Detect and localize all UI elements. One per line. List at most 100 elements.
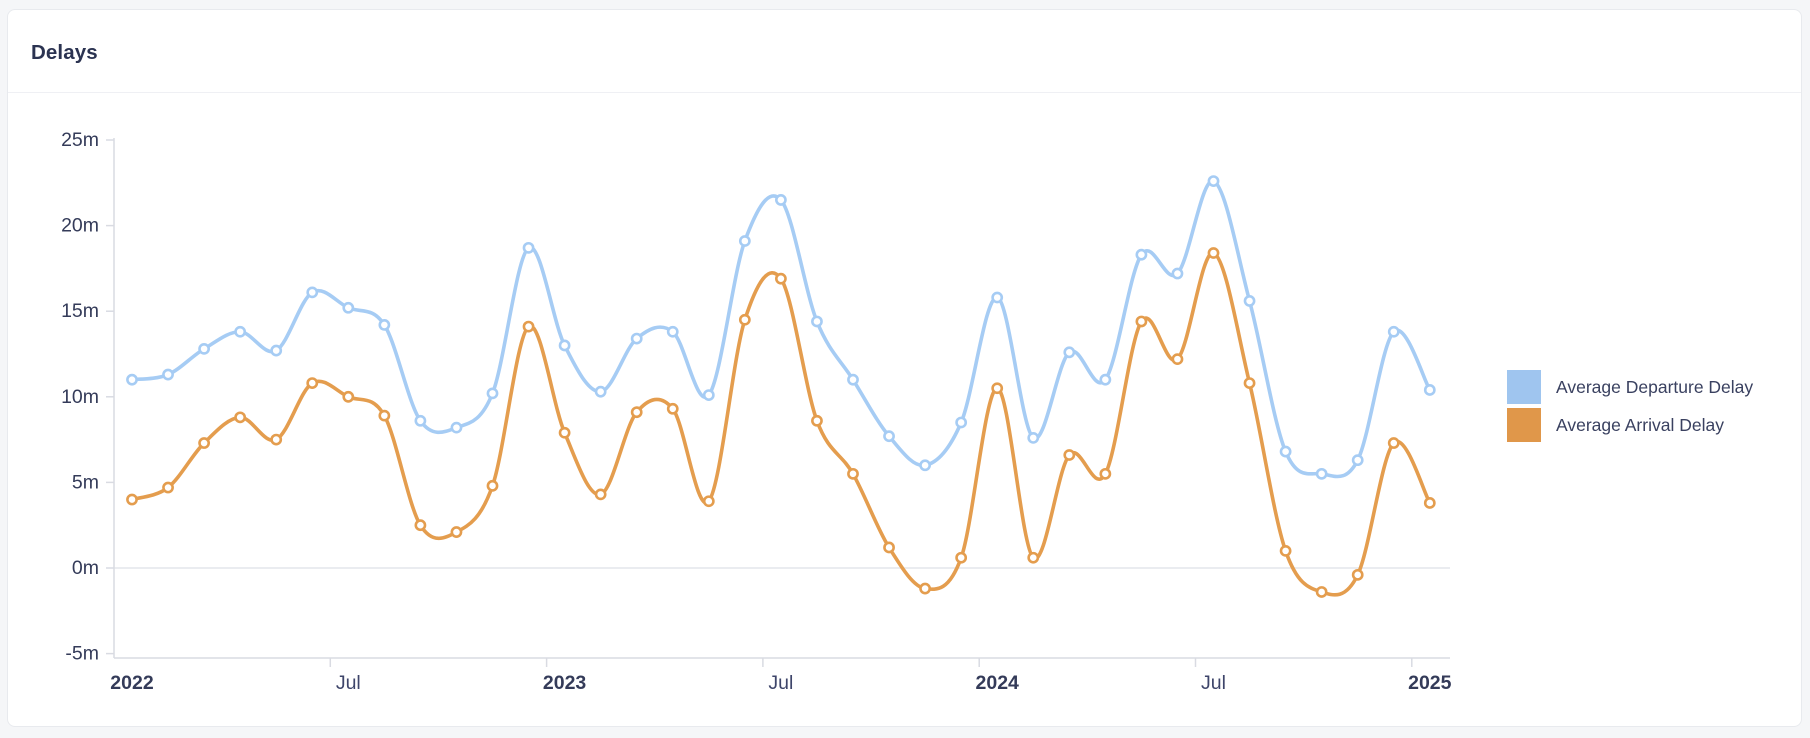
card-header: Delays — [8, 10, 1801, 93]
data-point-marker[interactable] — [126, 493, 138, 506]
y-axis-label: 20m — [61, 215, 99, 237]
data-point-marker[interactable] — [270, 433, 283, 446]
data-point-marker[interactable] — [1135, 315, 1148, 328]
data-point-marker[interactable] — [414, 519, 427, 532]
y-axis: 25m 20m 15m 10m 5m 0m -5m — [61, 129, 115, 665]
series-average-departure-delay — [126, 175, 1436, 480]
data-point-marker[interactable] — [162, 368, 174, 381]
data-point-marker[interactable] — [234, 411, 247, 424]
data-point-marker[interactable] — [1063, 449, 1076, 461]
data-point-marker[interactable] — [738, 235, 751, 247]
data-point-marker[interactable] — [1099, 467, 1112, 480]
data-point-marker[interactable] — [1027, 431, 1040, 444]
x-axis-label: 2025 — [1408, 672, 1452, 694]
y-axis-label: 0m — [72, 557, 99, 579]
y-axis-label: 25m — [61, 129, 99, 151]
data-point-marker[interactable] — [1279, 544, 1292, 557]
data-point-marker[interactable] — [775, 194, 787, 206]
data-point-marker[interactable] — [126, 373, 138, 386]
data-point-marker[interactable] — [1279, 445, 1292, 458]
y-axis-label: 5m — [72, 471, 99, 493]
y-axis-label: 10m — [61, 386, 99, 408]
data-point-marker[interactable] — [522, 241, 535, 254]
data-point-marker[interactable] — [666, 325, 679, 338]
data-point-marker[interactable] — [1171, 353, 1184, 366]
series-line-average-arrival-delay[interactable] — [130, 251, 1432, 597]
data-point-marker[interactable] — [630, 406, 643, 419]
data-point-marker[interactable] — [306, 377, 319, 390]
series-line-average-departure-delay[interactable] — [130, 179, 1432, 479]
y-axis-label: 15m — [61, 300, 99, 322]
data-point-marker[interactable] — [270, 344, 283, 357]
data-point-marker[interactable] — [522, 320, 535, 333]
series-average-arrival-delay — [126, 247, 1436, 598]
data-point-marker[interactable] — [1243, 377, 1256, 390]
data-point-marker[interactable] — [306, 286, 319, 299]
data-point-marker[interactable] — [1099, 373, 1112, 386]
data-point-marker[interactable] — [162, 481, 174, 494]
data-point-marker[interactable] — [991, 382, 1004, 395]
legend-item-average-arrival-delay[interactable]: Average Arrival Delay — [1507, 408, 1753, 442]
y-axis-label: -5m — [65, 643, 99, 665]
data-point-marker[interactable] — [811, 414, 823, 427]
data-point-marker[interactable] — [1315, 586, 1328, 598]
data-point-marker[interactable] — [1387, 325, 1400, 338]
data-point-marker[interactable] — [847, 373, 859, 386]
data-point-marker[interactable] — [486, 387, 499, 400]
data-point-marker[interactable] — [378, 409, 391, 422]
legend-label: Average Arrival Delay — [1556, 414, 1724, 435]
data-point-marker[interactable] — [811, 315, 823, 328]
data-point-marker[interactable] — [955, 416, 968, 429]
data-point-marker[interactable] — [702, 495, 715, 508]
data-point-marker[interactable] — [1027, 551, 1040, 564]
data-point-marker[interactable] — [450, 526, 463, 538]
data-point-marker[interactable] — [1063, 346, 1076, 359]
data-point-marker[interactable] — [594, 488, 607, 501]
data-point-marker[interactable] — [594, 385, 607, 398]
legend-item-average-departure-delay[interactable]: Average Departure Delay — [1507, 370, 1753, 404]
data-point-marker[interactable] — [1423, 384, 1436, 396]
data-point-marker[interactable] — [775, 272, 787, 285]
data-point-marker[interactable] — [1171, 267, 1184, 280]
data-point-marker[interactable] — [342, 390, 355, 403]
data-point-marker[interactable] — [1135, 248, 1148, 261]
data-point-marker[interactable] — [558, 339, 571, 352]
data-point-marker[interactable] — [1423, 497, 1436, 509]
data-point-marker[interactable] — [702, 389, 715, 401]
data-point-marker[interactable] — [1207, 247, 1220, 259]
data-point-marker[interactable] — [991, 291, 1004, 304]
data-point-marker[interactable] — [378, 318, 391, 331]
data-point-marker[interactable] — [342, 301, 355, 314]
data-point-marker[interactable] — [198, 437, 210, 449]
x-axis-label: Jul — [336, 672, 361, 694]
data-point-marker[interactable] — [1315, 467, 1328, 480]
data-point-marker[interactable] — [450, 421, 463, 434]
data-point-marker[interactable] — [738, 313, 751, 326]
data-point-marker[interactable] — [955, 551, 968, 564]
data-point-marker[interactable] — [630, 332, 643, 345]
data-point-marker[interactable] — [198, 342, 210, 355]
data-point-marker[interactable] — [414, 414, 427, 427]
data-point-marker[interactable] — [234, 325, 247, 338]
data-point-marker[interactable] — [883, 430, 895, 443]
data-point-marker[interactable] — [1351, 568, 1364, 581]
data-point-marker[interactable] — [1387, 437, 1400, 449]
x-axis: 2022 Jul 2023 Jul 2024 Jul 2025 — [110, 657, 1452, 694]
x-axis-label: 2022 — [110, 672, 154, 694]
data-point-marker[interactable] — [1351, 454, 1364, 467]
data-point-marker[interactable] — [883, 541, 895, 554]
data-point-marker[interactable] — [919, 582, 931, 595]
chart-legend: Average Departure Delay Average Arrival … — [1507, 370, 1753, 442]
data-point-marker[interactable] — [919, 459, 931, 472]
legend-label: Average Departure Delay — [1556, 376, 1754, 397]
data-point-marker[interactable] — [486, 479, 499, 492]
data-point-marker[interactable] — [847, 467, 859, 480]
x-axis-label: 2024 — [976, 672, 1020, 694]
data-point-marker[interactable] — [666, 402, 679, 415]
data-point-marker[interactable] — [1207, 175, 1220, 187]
data-point-marker[interactable] — [558, 426, 571, 439]
data-point-marker[interactable] — [1243, 295, 1256, 307]
legend-swatch-departure-icon — [1507, 370, 1541, 404]
